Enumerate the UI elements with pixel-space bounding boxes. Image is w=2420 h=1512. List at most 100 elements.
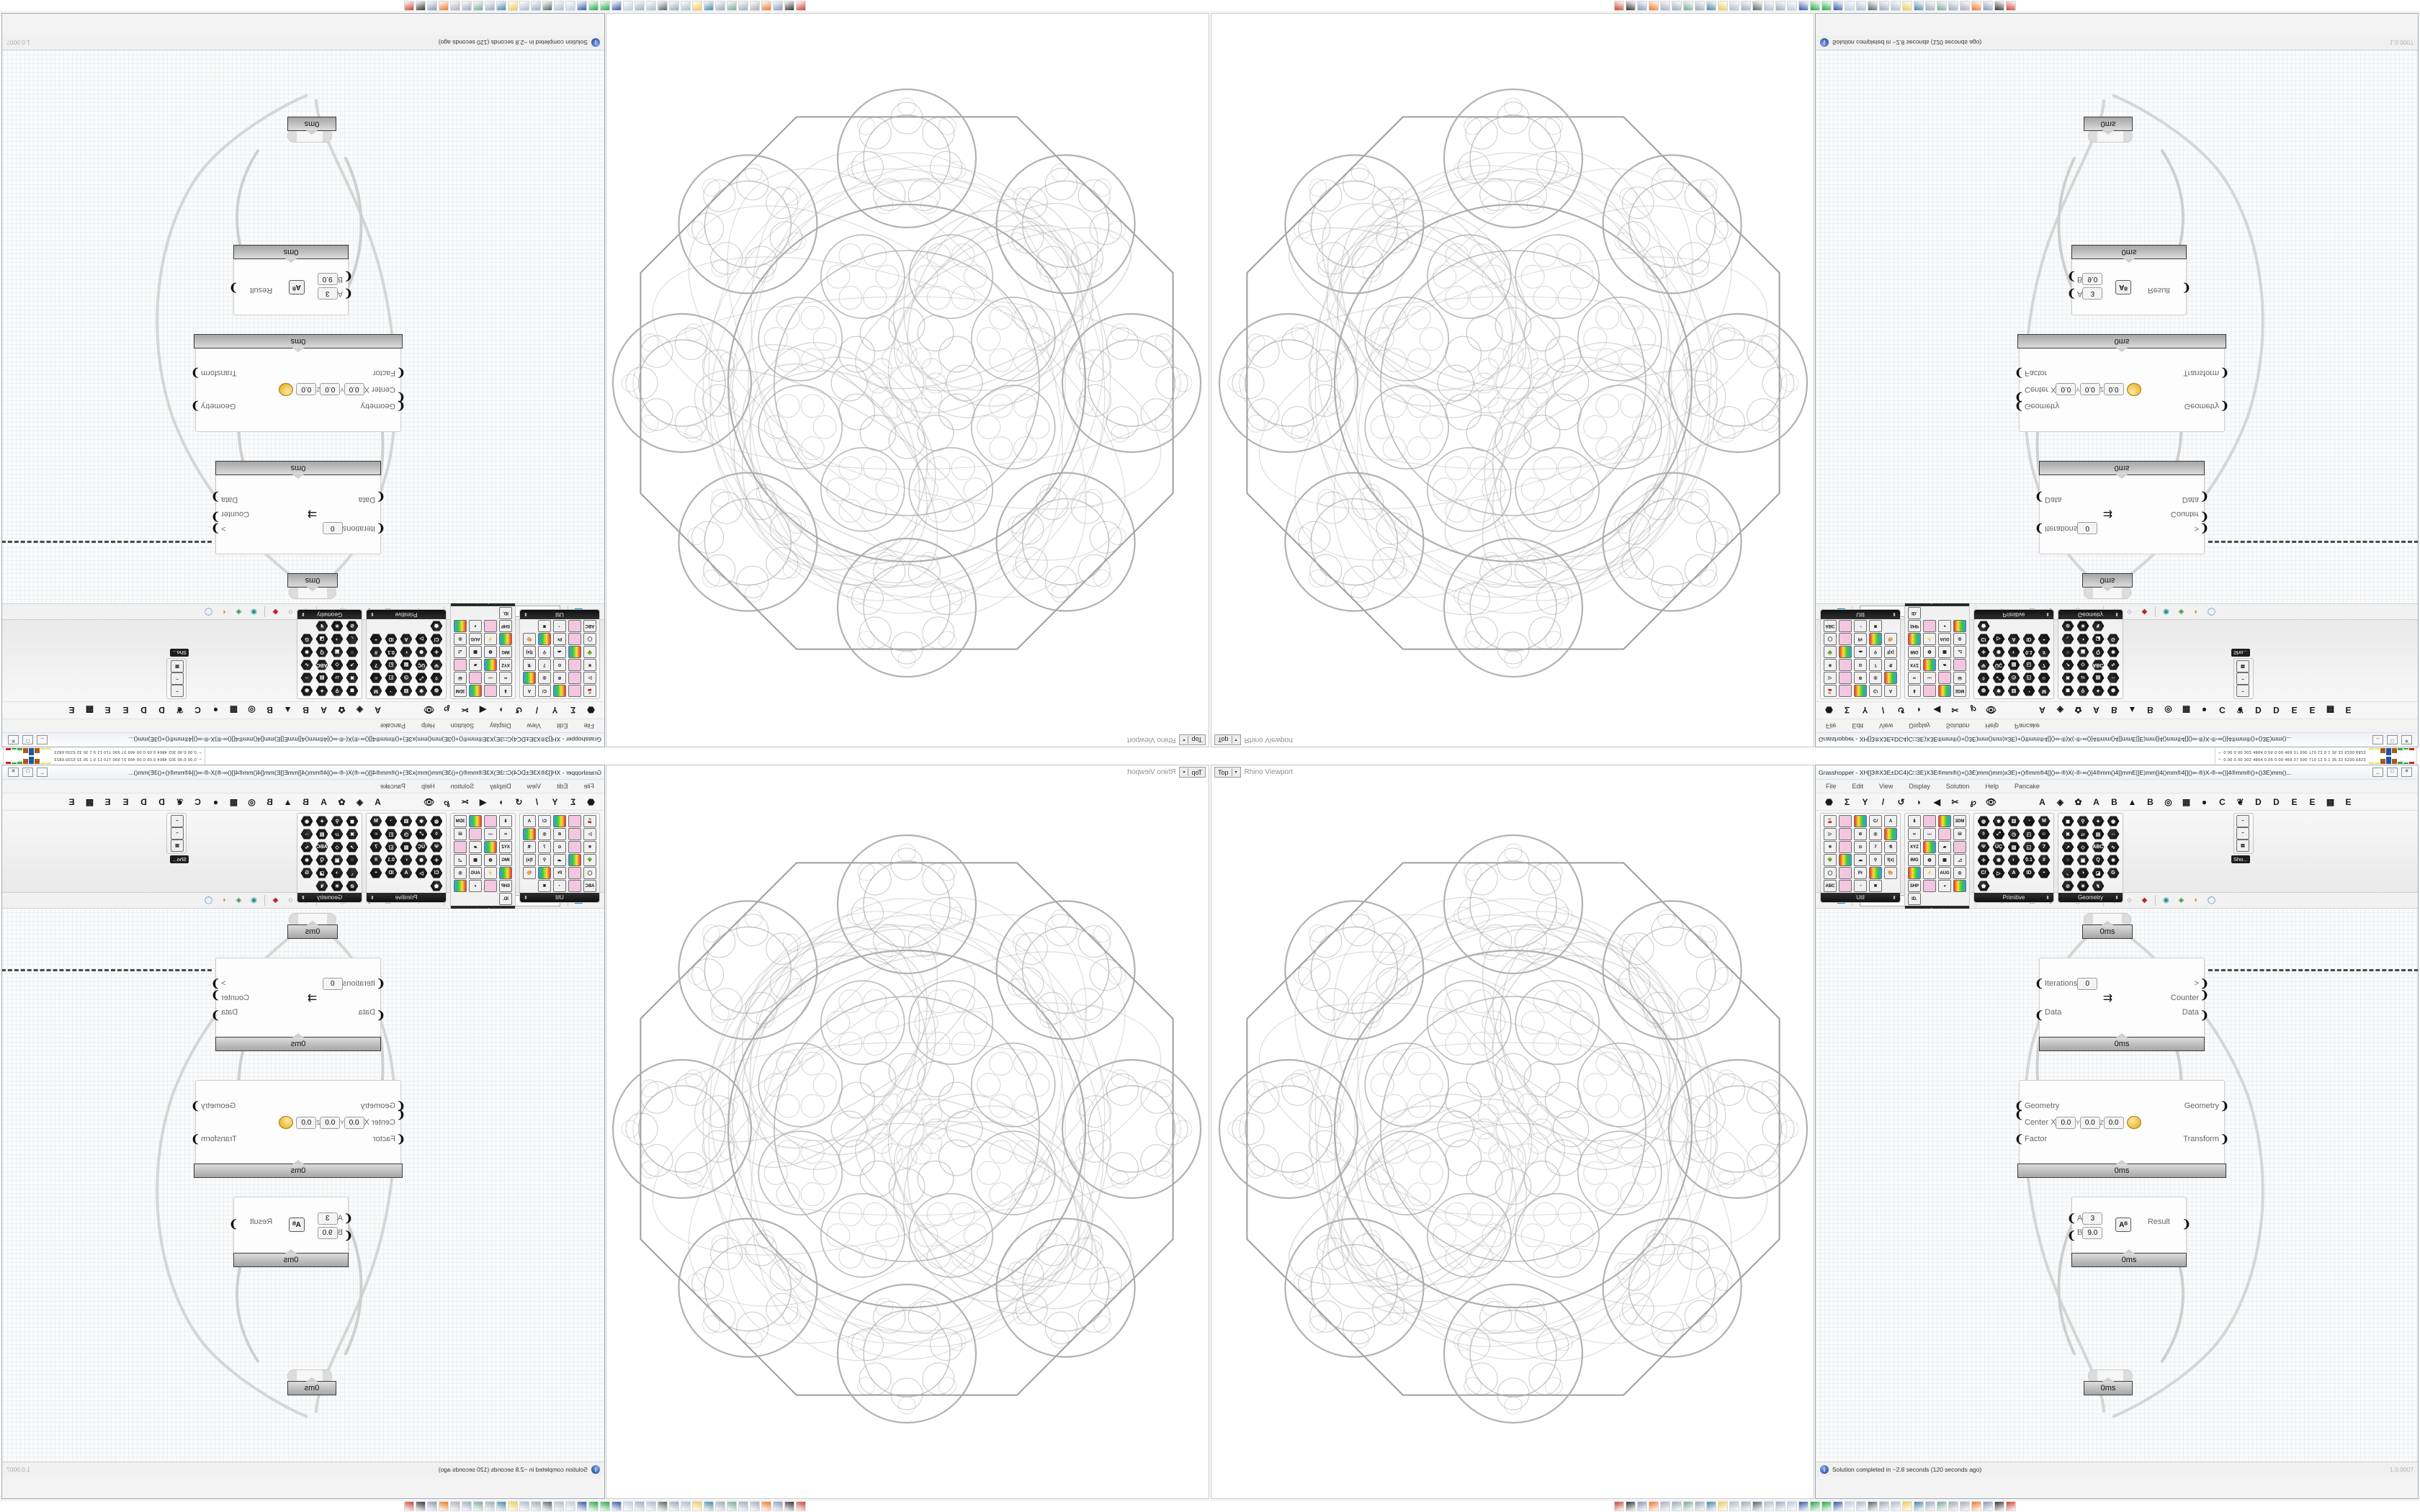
taskbar-item[interactable] bbox=[1821, 1501, 1832, 1511]
taskbar-item[interactable] bbox=[565, 1, 575, 11]
component-category-icon[interactable]: A bbox=[321, 705, 327, 716]
component-category-icon[interactable]: ℘ bbox=[1970, 705, 1976, 716]
counter-node[interactable]: ❨ Iterations 0 > ❩ ⇉ Counter ❩ ❨ Data Da… bbox=[2035, 474, 2209, 554]
component-category-icon[interactable]: E bbox=[2309, 796, 2316, 807]
ribbon-component-icon[interactable]: ◍ bbox=[483, 854, 498, 866]
component-category-icon[interactable]: B bbox=[302, 705, 309, 716]
menu-item-help[interactable]: Help bbox=[421, 722, 435, 729]
ribbon-component-icon[interactable]: ℮ bbox=[2037, 828, 2051, 840]
taskbar-item[interactable] bbox=[1787, 1, 1797, 11]
component-category-icon[interactable]: ▩ bbox=[85, 796, 94, 807]
ribbon-component-icon[interactable] bbox=[1853, 685, 1868, 697]
ribbon-component-icon[interactable]: ✛ bbox=[1976, 854, 1991, 866]
taskbar-item[interactable] bbox=[450, 1501, 460, 1511]
ribbon-component-icon[interactable]: ▰ bbox=[468, 841, 483, 853]
taskbar-item[interactable] bbox=[658, 1, 668, 11]
expression-node-cap[interactable]: 0ms bbox=[233, 1253, 349, 1267]
menu-item-edit[interactable]: Edit bbox=[1852, 722, 1864, 729]
ribbon-component-icon[interactable] bbox=[1907, 633, 1922, 645]
ribbon-component-icon[interactable]: 3DM bbox=[453, 685, 467, 697]
ribbon-component-icon[interactable]: ◓ bbox=[369, 867, 383, 879]
output-pin-icon[interactable]: ❩ bbox=[2200, 989, 2209, 1002]
ribbon-component-icon[interactable]: ◔ bbox=[384, 685, 398, 697]
ribbon-component-icon[interactable]: ℮ bbox=[369, 672, 383, 684]
ribbon-component-icon[interactable] bbox=[1953, 659, 1967, 671]
snake-icon[interactable]: ~ bbox=[2236, 685, 2249, 697]
close-button[interactable]: ✕ bbox=[2401, 735, 2412, 744]
ribbon-component-icon[interactable]: 🌳 bbox=[583, 646, 597, 658]
ribbon-component-icon[interactable] bbox=[1838, 633, 1852, 645]
ribbon-component-icon[interactable]: ✳ bbox=[2076, 880, 2090, 892]
taskbar-item[interactable] bbox=[1925, 1, 1935, 11]
component-category-icon[interactable]: ↺ bbox=[515, 796, 523, 807]
ribbon-component-icon[interactable]: 🌳 bbox=[1823, 646, 1837, 658]
center-x-field[interactable]: 0.0 bbox=[344, 383, 364, 396]
ribbon-component-icon[interactable]: ◔ bbox=[552, 620, 567, 632]
component-category-icon[interactable]: / bbox=[535, 796, 539, 807]
taskbar-item[interactable] bbox=[1902, 1, 1912, 11]
ribbon-component-icon[interactable]: # bbox=[2037, 854, 2051, 866]
counter-node-cap[interactable]: 0ms bbox=[2039, 461, 2205, 475]
expression-node[interactable]: ❨ A 3 ❨ B 9.0 Aᴮ Result ❩ bbox=[2067, 258, 2191, 315]
taskbar-item[interactable] bbox=[1983, 1501, 1993, 1511]
taskbar-item[interactable] bbox=[611, 1501, 622, 1511]
menu-item-file[interactable]: File bbox=[583, 722, 594, 729]
rhino-view-1-icon[interactable]: ◉ bbox=[2163, 608, 2169, 616]
ribbon-component-icon[interactable] bbox=[1838, 867, 1852, 879]
taskbar-item[interactable] bbox=[611, 1, 622, 11]
ribbon-component-icon[interactable]: ○ bbox=[345, 646, 359, 658]
ribbon-component-icon[interactable] bbox=[1922, 620, 1937, 632]
ribbon-component-icon[interactable]: ❋ bbox=[300, 854, 314, 866]
ribbon-component-icon[interactable]: ◐ bbox=[399, 854, 413, 866]
taskbar-item[interactable] bbox=[761, 1, 771, 11]
snake-alt-icon[interactable]: ~ bbox=[171, 672, 184, 685]
component-category-icon[interactable]: ▩ bbox=[85, 705, 94, 716]
ribbon-component-icon[interactable]: ⚲ bbox=[2076, 815, 2090, 827]
ribbon-component-icon[interactable]: ◐ bbox=[2007, 646, 2021, 658]
ribbon-component-icon[interactable] bbox=[1838, 854, 1852, 866]
menu-item-help[interactable]: Help bbox=[421, 783, 435, 790]
ribbon-component-icon[interactable]: ◔ bbox=[2022, 815, 2036, 827]
ribbon-component-icon[interactable]: 🌳 bbox=[1823, 854, 1837, 866]
output-pin-icon[interactable]: ❩ bbox=[2220, 366, 2229, 379]
panel-icon[interactable]: ▤ bbox=[171, 660, 184, 672]
ribbon-component-icon[interactable]: ↗ bbox=[345, 841, 359, 853]
taskbar-item[interactable] bbox=[1764, 1501, 1774, 1511]
component-category-icon[interactable]: C bbox=[194, 796, 201, 807]
component-category-icon[interactable]: ⬣ bbox=[587, 705, 595, 716]
ribbon-component-icon[interactable]: ℮ bbox=[369, 828, 383, 840]
ribbon-component-icon[interactable]: Ψ bbox=[429, 841, 444, 853]
menu-item-display[interactable]: Display bbox=[490, 722, 511, 729]
ribbon-component-icon[interactable]: 0.1 bbox=[384, 854, 398, 866]
component-category-icon[interactable]: E bbox=[2291, 796, 2298, 807]
taskbar-item[interactable] bbox=[588, 1501, 599, 1511]
ribbon-component-icon[interactable]: ID. bbox=[1907, 893, 1922, 905]
taskbar-item[interactable] bbox=[784, 1501, 794, 1511]
taskbar-item[interactable] bbox=[1741, 1, 1751, 11]
ribbon-component-icon[interactable]: 7 bbox=[1868, 659, 1883, 671]
component-category-icon[interactable]: ◈ bbox=[356, 705, 364, 716]
center-y-field[interactable]: 0.0 bbox=[320, 1116, 341, 1129]
ribbon-component-icon[interactable]: ∞ bbox=[1907, 828, 1922, 840]
node-cap-top[interactable]: 0ms bbox=[287, 573, 338, 588]
ribbon-component-icon[interactable]: ↯ bbox=[315, 620, 329, 632]
iterations-value-field[interactable]: 0 bbox=[2077, 522, 2098, 535]
ribbon-component-icon[interactable]: Q bbox=[2091, 646, 2105, 658]
taskbar-item[interactable] bbox=[669, 1501, 679, 1511]
taskbar-item[interactable] bbox=[1660, 1, 1670, 11]
taskbar-item[interactable] bbox=[681, 1501, 691, 1511]
ribbon-component-icon[interactable]: ☁ bbox=[1853, 854, 1868, 866]
ribbon-component-icon[interactable]: 7 bbox=[537, 659, 552, 671]
ribbon-component-icon[interactable]: 🌳 bbox=[583, 854, 597, 866]
ribbon-component-icon[interactable]: ◱ bbox=[384, 659, 398, 671]
ribbon-component-icon[interactable]: 0.1 bbox=[2022, 646, 2036, 658]
ribbon-component-icon[interactable]: ◓ bbox=[2037, 633, 2051, 645]
ribbon-component-icon[interactable] bbox=[1838, 815, 1852, 827]
operand-a-field[interactable]: 3 bbox=[317, 1212, 338, 1225]
ribbon-component-icon[interactable] bbox=[1853, 815, 1868, 827]
ribbon-component-icon[interactable]: ☁ bbox=[552, 854, 567, 866]
taskbar-item[interactable] bbox=[658, 1501, 668, 1511]
taskbar-item[interactable] bbox=[1683, 1501, 1693, 1511]
transform-node[interactable]: ❨ Geometry Geometry ❩ ❨ Center X 0.0 Y 0… bbox=[191, 1080, 405, 1165]
component-category-icon[interactable]: ▦ bbox=[2182, 705, 2191, 716]
